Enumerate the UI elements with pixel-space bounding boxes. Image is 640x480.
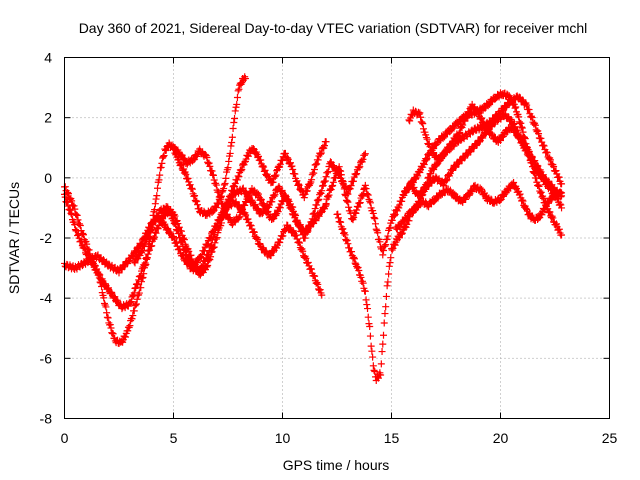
y-tick-label: 0 xyxy=(44,170,52,186)
chart-title: Day 360 of 2021, Sidereal Day-to-day VTE… xyxy=(79,20,588,36)
series-track-a xyxy=(61,73,249,348)
series-markers xyxy=(130,138,330,279)
x-tick-label: 10 xyxy=(275,430,291,446)
x-tick-label: 0 xyxy=(61,430,69,446)
y-tick-label: -2 xyxy=(40,230,53,246)
y-tick-label: -4 xyxy=(40,290,53,306)
series-markers xyxy=(405,100,566,212)
axis-ticks: 0 5 10 15 20 25 -8 -6 -4 -2 0 2 4 xyxy=(40,50,618,447)
series-track-d xyxy=(130,138,330,279)
series-track-b xyxy=(61,190,326,313)
series-markers xyxy=(61,73,249,348)
x-axis-label: GPS time / hours xyxy=(283,457,390,473)
data-series xyxy=(61,73,566,385)
series-track-j xyxy=(405,100,566,212)
x-tick-label: 15 xyxy=(384,430,400,446)
x-tick-label: 20 xyxy=(493,430,509,446)
y-tick-label: -6 xyxy=(40,350,53,366)
y-tick-label: 2 xyxy=(44,110,52,126)
y-axis-label: SDTVAR / TECUs xyxy=(6,182,22,294)
series-markers xyxy=(61,190,326,313)
x-tick-label: 25 xyxy=(602,430,618,446)
series-track-i xyxy=(392,178,566,233)
x-tick-label: 5 xyxy=(170,430,178,446)
y-tick-label: 4 xyxy=(44,50,52,66)
series-markers xyxy=(392,178,566,233)
y-tick-label: -8 xyxy=(40,411,53,427)
